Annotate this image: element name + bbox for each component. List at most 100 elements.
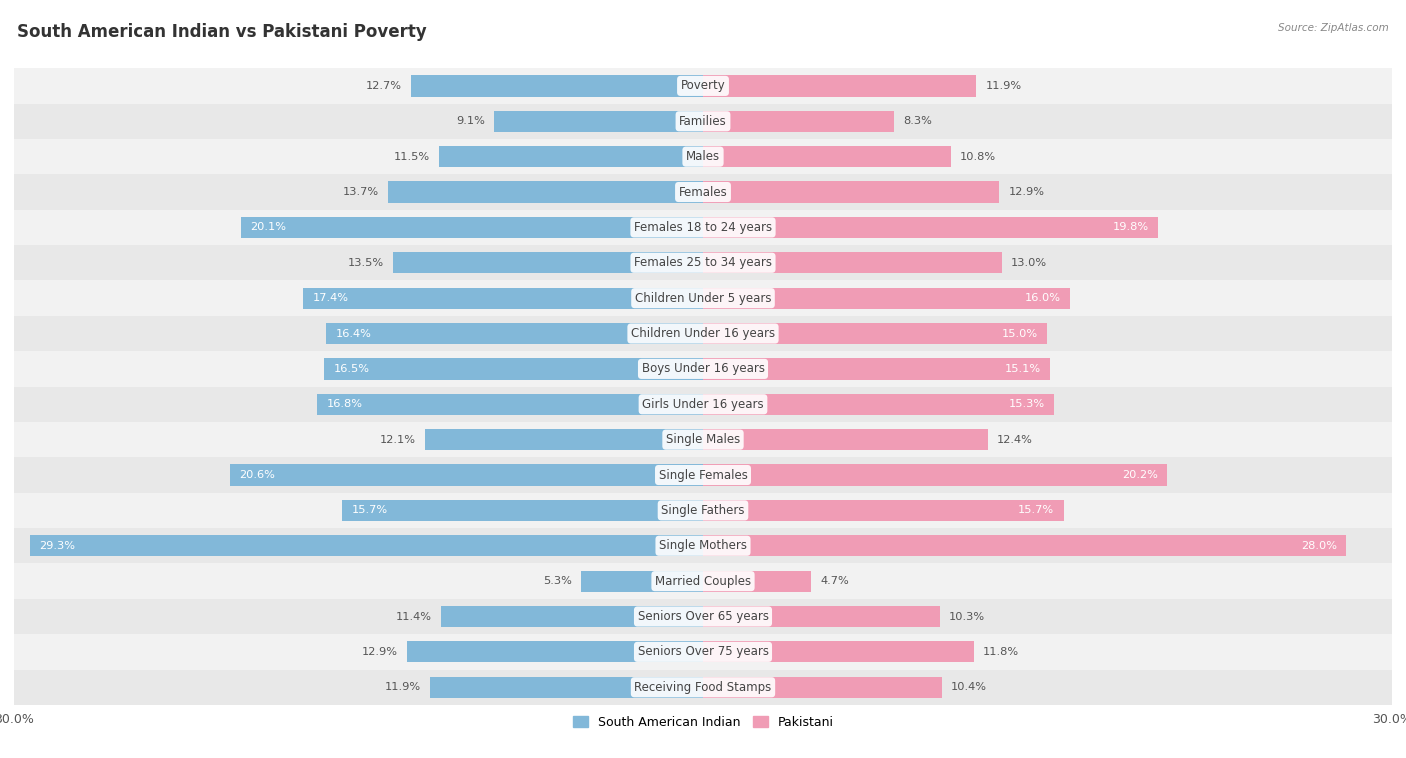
Bar [14, 457, 1392, 493]
Bar [14, 139, 1392, 174]
Bar [392, 252, 703, 274]
Bar [388, 181, 703, 202]
Bar [703, 641, 974, 662]
Bar [439, 146, 703, 168]
Bar [430, 677, 703, 698]
Bar [703, 500, 1063, 521]
Text: Receiving Food Stamps: Receiving Food Stamps [634, 681, 772, 694]
Bar [703, 393, 1054, 415]
Text: Single Fathers: Single Fathers [661, 504, 745, 517]
Text: 12.9%: 12.9% [1008, 187, 1045, 197]
Text: 13.7%: 13.7% [343, 187, 380, 197]
Text: South American Indian vs Pakistani Poverty: South American Indian vs Pakistani Pover… [17, 23, 426, 41]
Bar [581, 571, 703, 592]
Text: Females: Females [679, 186, 727, 199]
Text: 11.8%: 11.8% [983, 647, 1019, 657]
Bar [703, 287, 1070, 309]
Bar [703, 146, 950, 168]
Bar [703, 181, 1000, 202]
Text: 10.3%: 10.3% [949, 612, 984, 622]
Text: Source: ZipAtlas.com: Source: ZipAtlas.com [1278, 23, 1389, 33]
Text: 8.3%: 8.3% [903, 116, 932, 127]
Bar [14, 351, 1392, 387]
Bar [14, 316, 1392, 351]
Text: 11.9%: 11.9% [986, 81, 1022, 91]
Bar [412, 75, 703, 96]
Bar [14, 210, 1392, 245]
Bar [14, 245, 1392, 280]
Bar [323, 359, 703, 380]
Text: Single Males: Single Males [666, 433, 740, 446]
Bar [14, 493, 1392, 528]
Text: 17.4%: 17.4% [312, 293, 349, 303]
Bar [441, 606, 703, 627]
Text: Families: Families [679, 114, 727, 128]
Text: 11.5%: 11.5% [394, 152, 430, 161]
Text: 15.7%: 15.7% [1018, 506, 1054, 515]
Text: 4.7%: 4.7% [820, 576, 849, 586]
Text: Males: Males [686, 150, 720, 163]
Bar [14, 422, 1392, 457]
Bar [14, 528, 1392, 563]
Text: 20.6%: 20.6% [239, 470, 276, 480]
Bar [326, 323, 703, 344]
Text: 20.2%: 20.2% [1122, 470, 1157, 480]
Text: 16.5%: 16.5% [333, 364, 370, 374]
Text: Children Under 16 years: Children Under 16 years [631, 327, 775, 340]
Bar [14, 68, 1392, 104]
Text: 15.3%: 15.3% [1010, 399, 1045, 409]
Bar [30, 535, 703, 556]
Text: 12.7%: 12.7% [366, 81, 402, 91]
Bar [703, 606, 939, 627]
Text: 10.4%: 10.4% [950, 682, 987, 692]
Text: 12.4%: 12.4% [997, 434, 1033, 445]
Text: 16.4%: 16.4% [336, 328, 371, 339]
Text: Females 25 to 34 years: Females 25 to 34 years [634, 256, 772, 269]
Text: 19.8%: 19.8% [1112, 222, 1149, 233]
Text: Girls Under 16 years: Girls Under 16 years [643, 398, 763, 411]
Bar [304, 287, 703, 309]
Text: 13.0%: 13.0% [1011, 258, 1047, 268]
Bar [703, 217, 1157, 238]
Bar [343, 500, 703, 521]
Text: 16.8%: 16.8% [326, 399, 363, 409]
Bar [14, 634, 1392, 669]
Text: Married Couples: Married Couples [655, 575, 751, 587]
Bar [703, 252, 1001, 274]
Text: 11.4%: 11.4% [396, 612, 432, 622]
Text: 15.7%: 15.7% [352, 506, 388, 515]
Bar [14, 280, 1392, 316]
Legend: South American Indian, Pakistani: South American Indian, Pakistani [568, 711, 838, 734]
Text: 15.1%: 15.1% [1004, 364, 1040, 374]
Text: Single Females: Single Females [658, 468, 748, 481]
Text: 13.5%: 13.5% [347, 258, 384, 268]
Bar [703, 571, 811, 592]
Text: Single Mothers: Single Mothers [659, 539, 747, 553]
Text: 12.1%: 12.1% [380, 434, 416, 445]
Text: Seniors Over 65 years: Seniors Over 65 years [637, 610, 769, 623]
Bar [703, 359, 1050, 380]
Bar [14, 387, 1392, 422]
Text: 28.0%: 28.0% [1301, 540, 1337, 551]
Bar [14, 563, 1392, 599]
Text: 12.9%: 12.9% [361, 647, 398, 657]
Text: 16.0%: 16.0% [1025, 293, 1062, 303]
Text: Seniors Over 75 years: Seniors Over 75 years [637, 645, 769, 659]
Text: 5.3%: 5.3% [543, 576, 572, 586]
Bar [242, 217, 703, 238]
Bar [14, 174, 1392, 210]
Bar [425, 429, 703, 450]
Bar [703, 535, 1346, 556]
Bar [14, 599, 1392, 634]
Bar [703, 323, 1047, 344]
Text: 15.0%: 15.0% [1002, 328, 1038, 339]
Text: Females 18 to 24 years: Females 18 to 24 years [634, 221, 772, 234]
Bar [703, 677, 942, 698]
Text: 20.1%: 20.1% [250, 222, 287, 233]
Bar [14, 104, 1392, 139]
Bar [318, 393, 703, 415]
Text: 9.1%: 9.1% [456, 116, 485, 127]
Text: 10.8%: 10.8% [960, 152, 997, 161]
Bar [14, 669, 1392, 705]
Bar [406, 641, 703, 662]
